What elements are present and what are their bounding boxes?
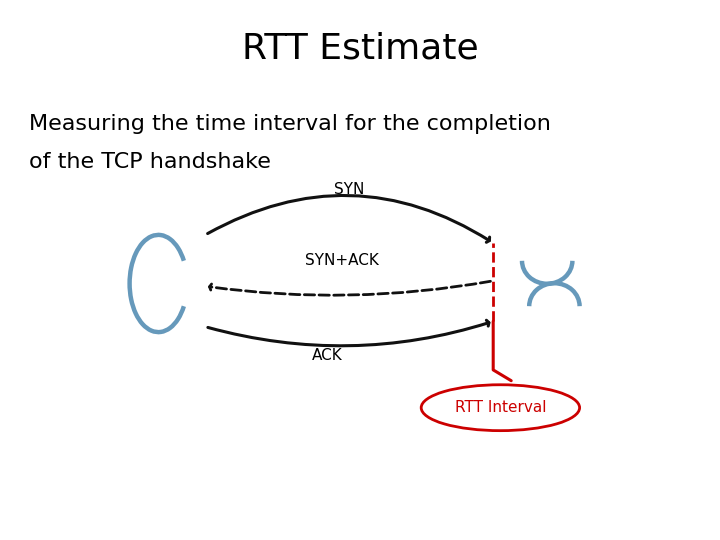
Text: RTT Estimate: RTT Estimate xyxy=(242,32,478,65)
Text: ACK: ACK xyxy=(312,348,343,363)
Text: of the TCP handshake: of the TCP handshake xyxy=(29,152,271,172)
Text: RTT Interval: RTT Interval xyxy=(454,400,546,415)
Text: SYN: SYN xyxy=(334,182,364,197)
Text: Measuring the time interval for the completion: Measuring the time interval for the comp… xyxy=(29,114,551,134)
Text: SYN+ACK: SYN+ACK xyxy=(305,253,379,268)
